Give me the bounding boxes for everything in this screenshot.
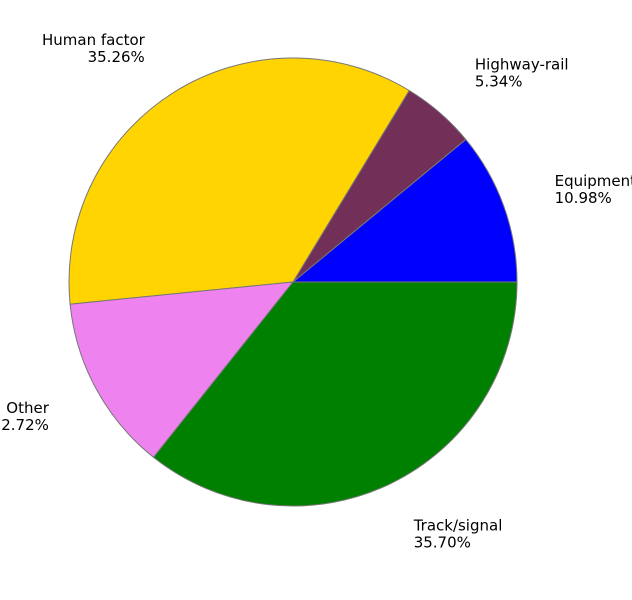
pie-slices [68, 57, 518, 507]
pie-slice-other [69, 281, 295, 458]
slice-percent-highway-rail: 5.34% [475, 73, 523, 91]
slice-percent-other: 12.72% [0, 416, 49, 434]
slice-label-other: Other [6, 399, 49, 417]
slice-percent-track-signal: 35.70% [414, 533, 471, 551]
slice-label-highway-rail: Highway-rail [475, 56, 569, 74]
pie-slice-equipment [291, 138, 518, 283]
slice-label-human-factor: Human factor [42, 31, 146, 49]
slice-percent-human-factor: 35.26% [88, 48, 145, 66]
slice-label-equipment: Equipment [555, 172, 632, 190]
slice-label-track-signal: Track/signal [413, 516, 503, 534]
slice-percent-equipment: 10.98% [555, 189, 612, 207]
pie-slice-human-factor [68, 57, 410, 305]
pie-slice-track-signal [152, 281, 518, 507]
